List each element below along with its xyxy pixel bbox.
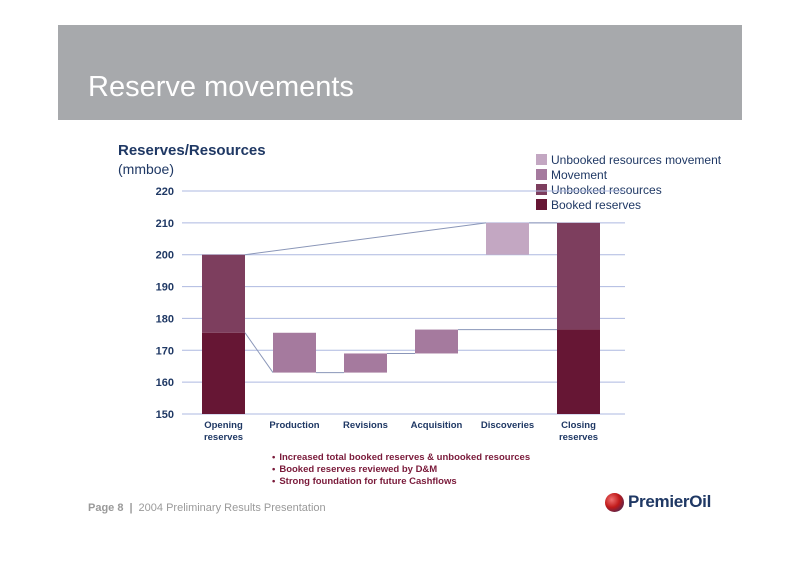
legend-item: Unbooked resources movement — [536, 152, 721, 167]
company-logo: PremierOil — [605, 492, 711, 512]
y-tick-label: 170 — [156, 345, 174, 357]
presentation-name: 2004 Preliminary Results Presentation — [138, 502, 326, 514]
legend-label: Booked reserves — [551, 197, 642, 212]
legend-item: Unbooked resources — [536, 182, 721, 197]
bullet-item: • Booked reserves reviewed by D&M — [272, 464, 530, 476]
bar-segment — [344, 353, 387, 373]
legend-swatch — [536, 169, 547, 180]
header-band: Reserve movements — [58, 25, 742, 120]
x-tick-label: Production — [269, 420, 319, 431]
slide-title: Reserve movements — [88, 71, 354, 103]
bullet-text: Increased total booked reserves & unbook… — [279, 452, 531, 463]
logo-text: PremierOil — [628, 492, 711, 511]
bullet-marker: • — [272, 476, 276, 487]
bar-segment — [415, 329, 458, 354]
bullet-text: Booked reserves reviewed by D&M — [279, 464, 438, 475]
legend-label: Unbooked resources movement — [551, 152, 722, 167]
y-tick-label: 210 — [156, 218, 174, 230]
legend-label: Unbooked resources — [551, 182, 662, 197]
bar-segment — [202, 254, 245, 333]
bar-segment — [273, 332, 316, 373]
x-tick-label: reserves — [204, 432, 243, 443]
connector-line — [244, 332, 274, 373]
x-tick-label: Opening — [204, 420, 243, 431]
y-tick-label: 190 — [156, 282, 174, 294]
bar-segment — [202, 332, 245, 414]
legend-swatch — [536, 154, 547, 165]
y-tick-label: 220 — [156, 186, 174, 198]
footer-separator: | — [129, 502, 133, 514]
bar-segment — [486, 222, 529, 255]
premier-oil-logo-icon — [605, 492, 624, 512]
x-tick-label: Closing — [561, 420, 596, 431]
bar-segment — [557, 329, 600, 414]
footer: Page 8 | 2004 Preliminary Results Presenta… — [88, 502, 326, 514]
x-tick-label: reserves — [559, 432, 598, 443]
bullet-text: Strong foundation for future Cashflows — [279, 476, 457, 487]
y-tick-label: 150 — [156, 409, 174, 421]
legend-label: Movement — [551, 167, 608, 182]
chart-unit: (mmboe) — [118, 161, 175, 177]
bullet-list: • Increased total booked reserves & unbo… — [272, 452, 530, 488]
connector-line — [244, 222, 487, 256]
chart-title: Reserves/Resources — [118, 142, 266, 159]
legend-item: Movement — [536, 167, 721, 182]
legend-swatch — [536, 184, 547, 195]
y-tick-label: 180 — [156, 313, 174, 325]
legend-swatch — [536, 199, 547, 210]
legend-item: Booked reserves — [536, 197, 721, 212]
y-tick-label: 200 — [156, 250, 174, 262]
bullet-item: • Increased total booked reserves & unbo… — [272, 452, 530, 464]
bar-segment — [557, 222, 600, 330]
bullet-marker: • — [272, 464, 276, 475]
y-tick-label: 160 — [156, 377, 174, 389]
chart-legend: Unbooked resources movement Movement Unb… — [536, 152, 721, 212]
bullet-marker: • — [272, 452, 276, 463]
bullet-item: • Strong foundation for future Cashflows — [272, 476, 530, 488]
x-tick-label: Revisions — [343, 420, 388, 431]
x-tick-label: Discoveries — [481, 420, 534, 431]
x-tick-label: Acquisition — [411, 420, 463, 431]
page-number: Page 8 — [88, 502, 124, 514]
